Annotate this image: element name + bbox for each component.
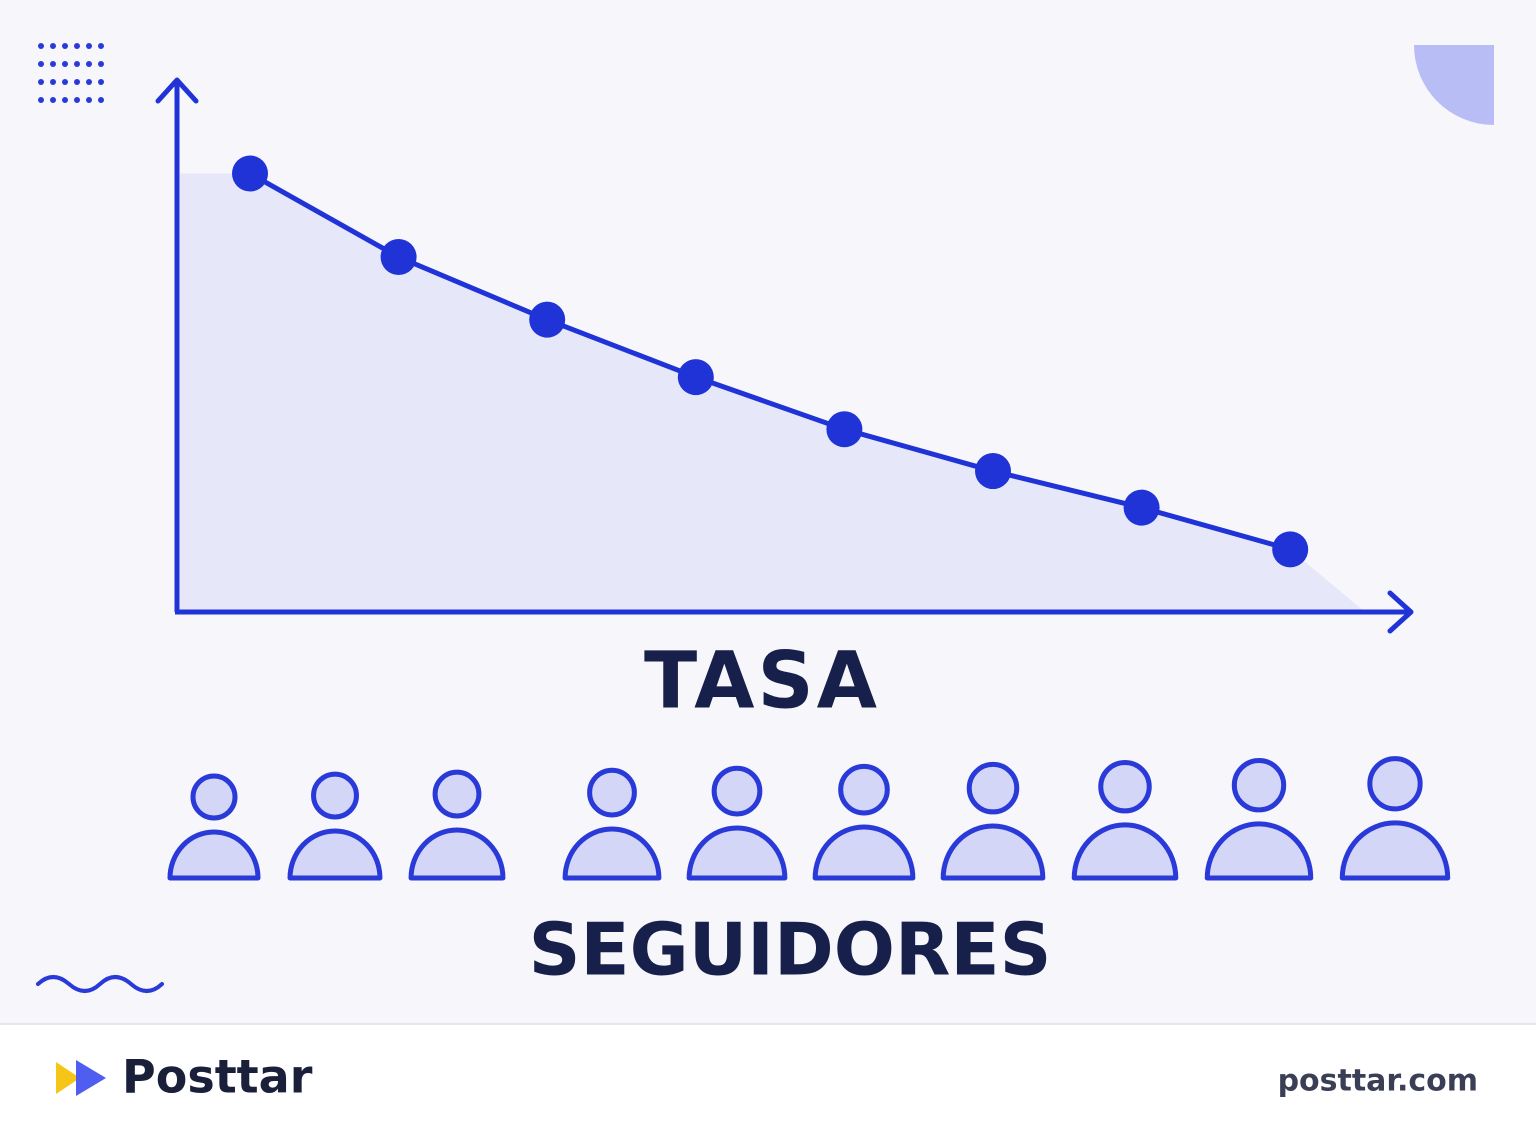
person-body xyxy=(1339,820,1451,881)
corner-shape xyxy=(1414,45,1494,125)
caption: SEGUIDORES xyxy=(529,908,1052,992)
point xyxy=(1123,489,1160,526)
person-body xyxy=(1071,822,1179,881)
point xyxy=(232,155,268,192)
wave-decoration xyxy=(36,975,164,993)
dot xyxy=(74,79,80,85)
person-body xyxy=(408,827,506,881)
dot xyxy=(86,97,92,103)
dot xyxy=(86,61,92,67)
dot xyxy=(74,97,80,103)
person-head xyxy=(432,769,482,819)
dot xyxy=(86,79,92,85)
dot xyxy=(86,43,92,49)
person-head xyxy=(711,765,763,817)
dot xyxy=(50,79,56,85)
x-axis-label: TASA xyxy=(644,636,880,726)
point xyxy=(975,453,1011,490)
dot xyxy=(62,43,68,49)
dot xyxy=(38,61,44,67)
person-head xyxy=(838,763,890,816)
point xyxy=(1272,531,1309,568)
person-body xyxy=(562,826,662,881)
point xyxy=(677,359,714,396)
dot xyxy=(50,97,56,103)
footer-background xyxy=(0,1024,1536,1136)
dot xyxy=(38,79,44,85)
dot xyxy=(38,43,44,49)
dot xyxy=(50,43,56,49)
person-body xyxy=(940,823,1046,881)
area-fill xyxy=(180,173,1365,612)
dot xyxy=(98,61,104,67)
x-axis-arrow xyxy=(1387,590,1414,634)
person-head xyxy=(1231,758,1287,813)
logo-triangle xyxy=(56,1062,80,1094)
dot xyxy=(74,43,80,49)
person-body xyxy=(686,825,788,881)
dot xyxy=(98,43,104,49)
people-row xyxy=(167,756,1451,881)
line xyxy=(248,171,1291,552)
dot xyxy=(74,61,80,67)
dot-grid xyxy=(38,43,104,103)
person-head xyxy=(587,767,637,818)
point xyxy=(529,301,566,338)
dot xyxy=(98,79,104,85)
person-head xyxy=(1098,759,1152,814)
y-axis-arrow xyxy=(155,77,199,104)
brand-name: Posttar xyxy=(122,1050,313,1104)
dot xyxy=(50,61,56,67)
dot xyxy=(98,97,104,103)
person-body xyxy=(812,824,916,881)
logo-triangle xyxy=(76,1060,106,1096)
dot xyxy=(62,61,68,67)
dot xyxy=(38,97,44,103)
person-head xyxy=(190,773,238,821)
point xyxy=(380,239,417,276)
website: posttar.com xyxy=(1278,1064,1478,1099)
dot xyxy=(62,79,68,85)
person-body xyxy=(287,828,383,881)
person-head xyxy=(311,771,359,820)
dot xyxy=(62,97,68,103)
person-body xyxy=(167,829,261,881)
person-head xyxy=(966,761,1020,815)
point xyxy=(826,411,863,448)
person-head xyxy=(1367,756,1423,812)
person-body xyxy=(1204,822,1314,881)
